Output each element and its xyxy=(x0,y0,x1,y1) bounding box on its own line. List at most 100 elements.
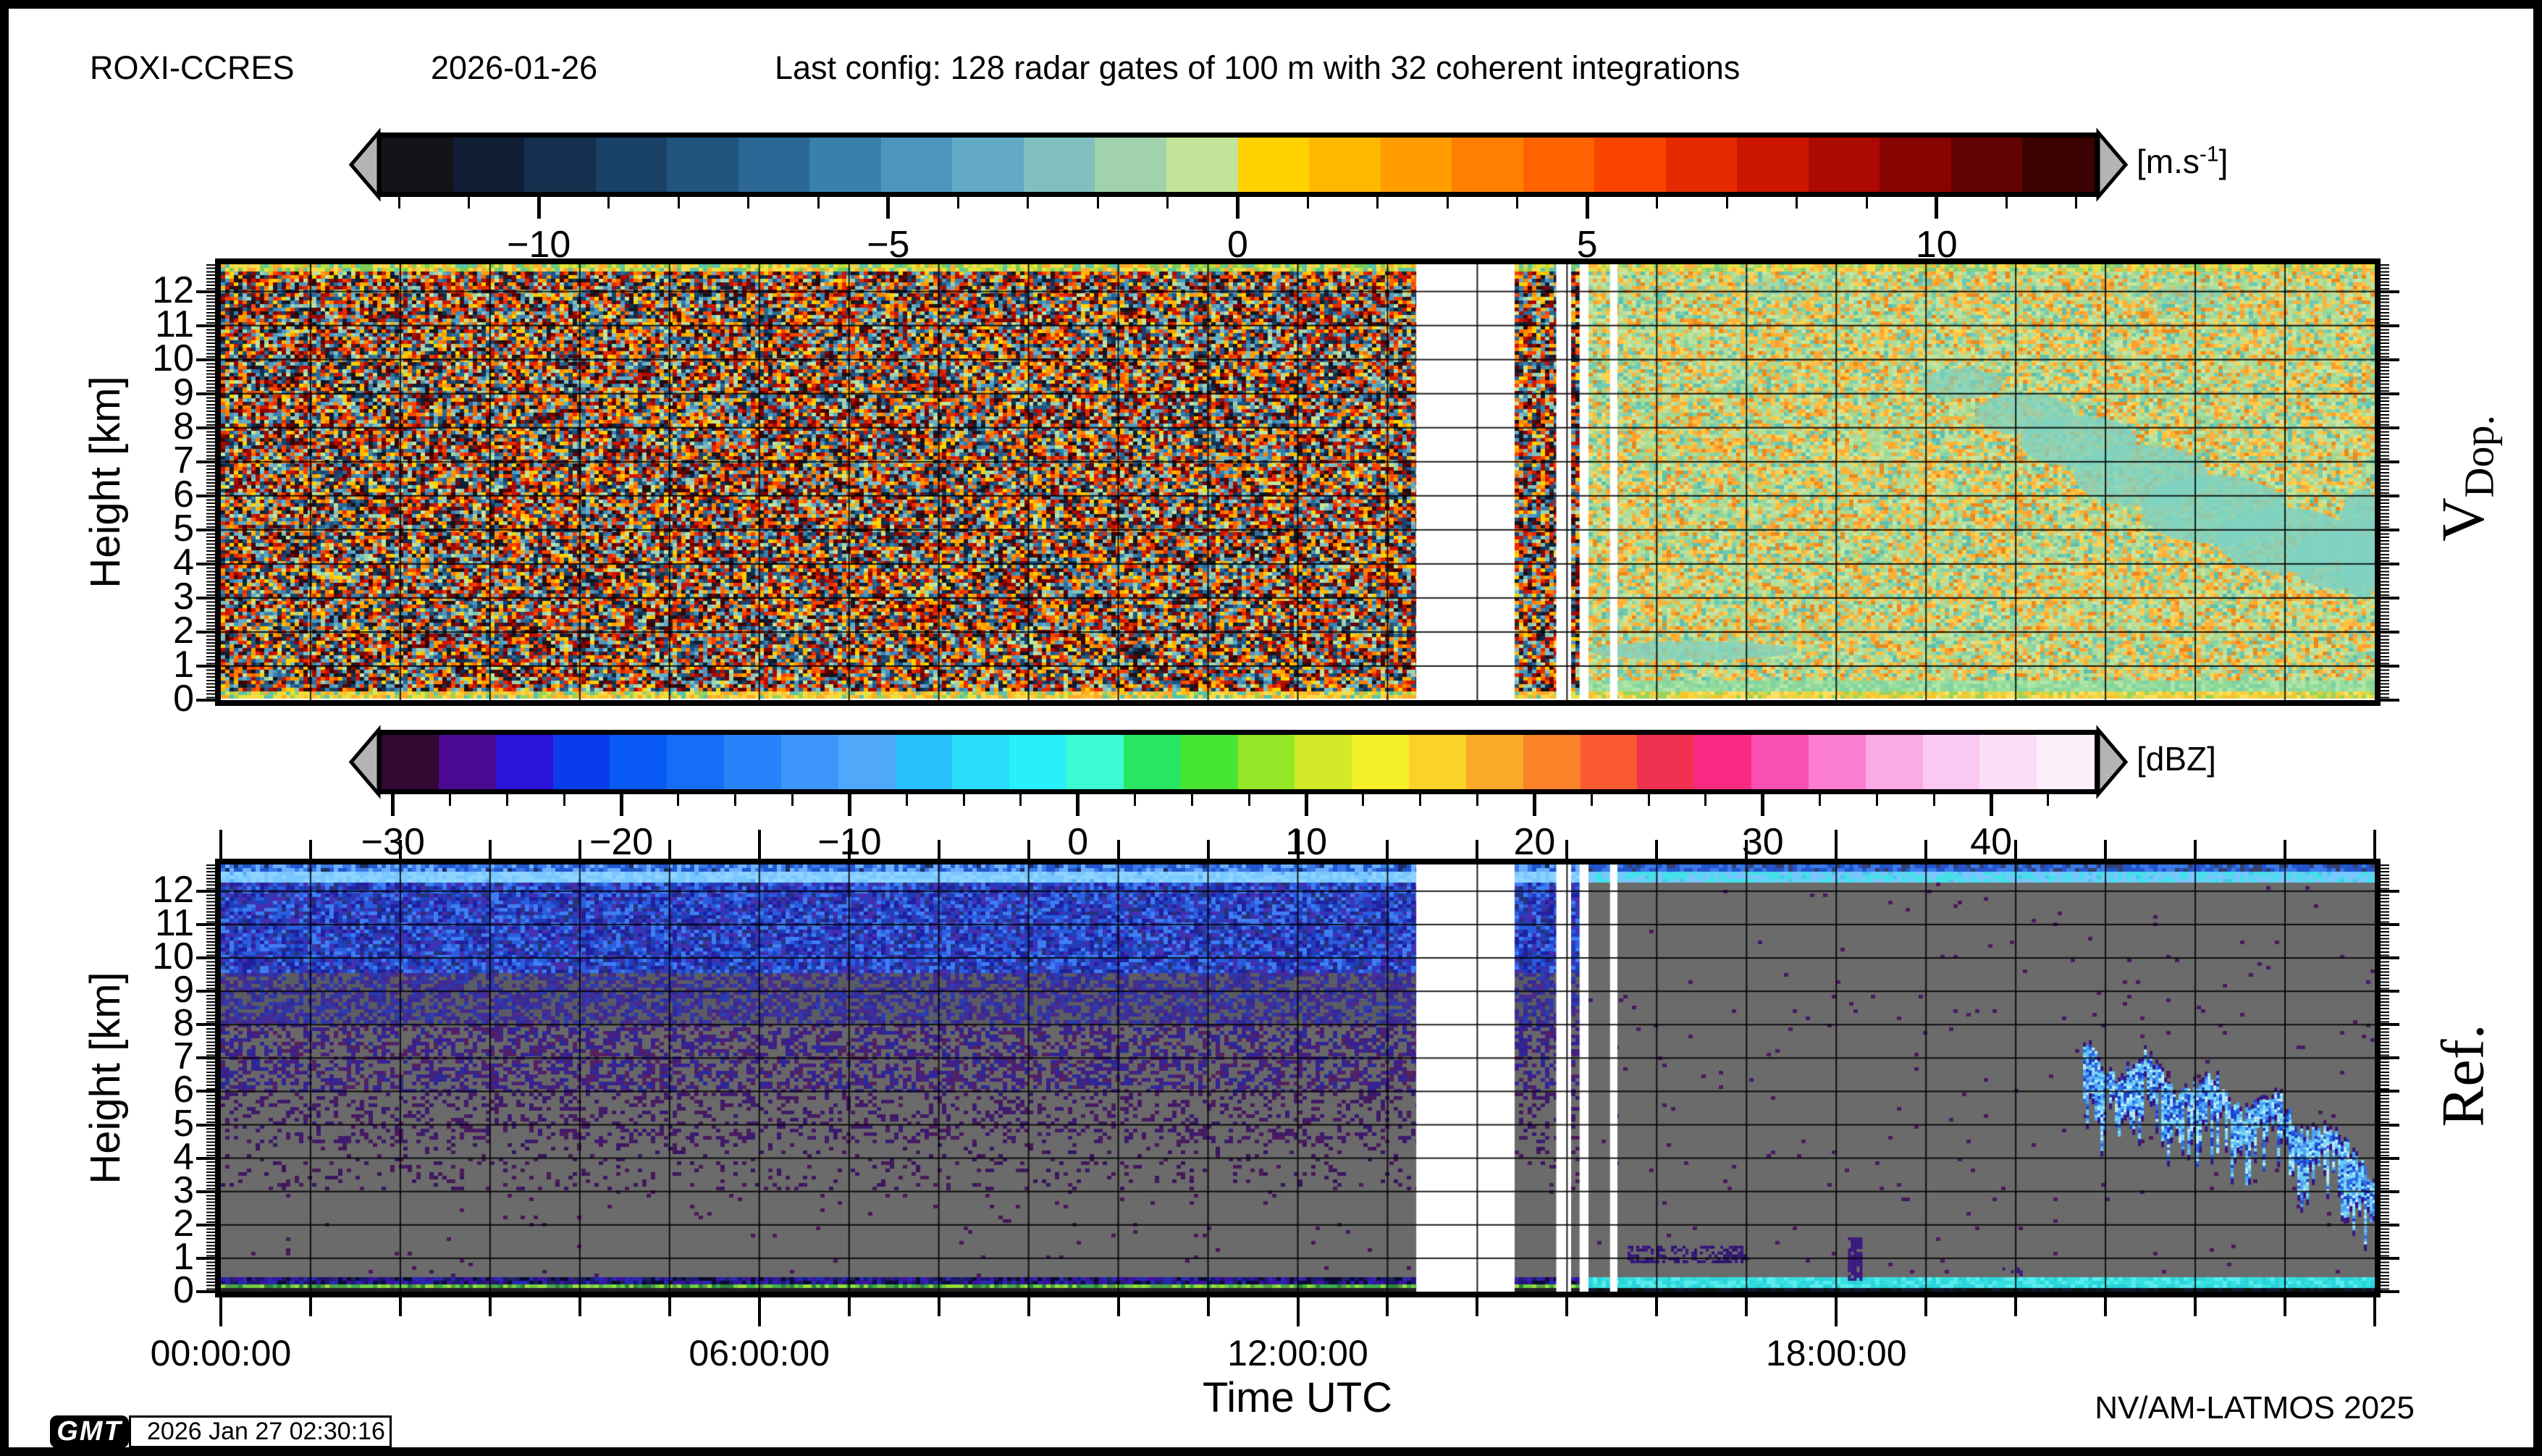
colorbar-segment xyxy=(382,735,439,789)
colorbar-segment xyxy=(1665,138,1738,192)
colorbar-segment xyxy=(1237,735,1296,789)
colorbar-major-tick xyxy=(619,794,623,816)
y-major-tick xyxy=(2381,630,2399,634)
x-tick-south xyxy=(398,1297,402,1316)
y-major-tick xyxy=(2381,1256,2399,1260)
x-tick-south xyxy=(1476,1297,1479,1316)
x-tick-north xyxy=(219,830,222,859)
x-tick-north xyxy=(2194,840,2197,859)
y-tick-label: 9 xyxy=(173,371,194,413)
colorbar-minor-tick xyxy=(1656,197,1659,209)
colorbar-minor-tick xyxy=(1166,197,1169,209)
colorbar-minor-tick xyxy=(468,197,471,209)
x-tick-north xyxy=(668,840,671,859)
render-timestamp: 2026 Jan 27 02:30:16 xyxy=(147,1418,385,1445)
colorbar-segment xyxy=(610,735,668,789)
x-tick-north xyxy=(937,840,940,859)
colorbar-minor-tick xyxy=(1704,794,1707,806)
colorbar-minor-tick xyxy=(1096,197,1099,209)
colorbar-segment xyxy=(1309,138,1381,192)
y-major-tick xyxy=(196,956,215,960)
y-major-tick xyxy=(196,1190,215,1193)
colorbar-segment xyxy=(895,735,954,789)
y-major-tick xyxy=(196,528,215,531)
y-tick-label: 4 xyxy=(173,541,194,584)
gmt-logo: GMT xyxy=(50,1415,129,1447)
y-major-tick xyxy=(2381,699,2399,702)
x-tick-label: 06:00:00 xyxy=(689,1333,830,1373)
colorbar-minor-tick xyxy=(1819,794,1822,806)
x-tick-south xyxy=(757,1297,761,1326)
colorbar-segment xyxy=(382,138,454,192)
colorbar-minor-tick xyxy=(747,197,750,209)
colorbar-segment xyxy=(1580,735,1638,789)
colorbar-segment xyxy=(1694,735,1752,789)
y-major-tick xyxy=(196,392,215,395)
colorbar-major-tick xyxy=(536,197,541,219)
x-tick-north xyxy=(398,840,402,859)
x-tick-north xyxy=(2373,830,2376,859)
date-label: 2026-01-26 xyxy=(431,49,598,86)
y-major-tick xyxy=(196,460,215,463)
colorbar-segment xyxy=(1637,735,1696,789)
colorbar-segment xyxy=(1166,138,1239,192)
x-tick-label: 00:00:00 xyxy=(150,1333,292,1373)
colorbar-unit: [m.s-1] xyxy=(2137,142,2229,180)
colorbar-segment xyxy=(1023,138,1096,192)
colorbar-minor-tick xyxy=(1647,794,1650,806)
colorbar-minor-tick xyxy=(1725,197,1728,209)
station-name: ROXI-CCRES xyxy=(90,49,295,86)
colorbar-minor-tick xyxy=(505,794,508,806)
y-major-tick xyxy=(196,922,215,926)
y-major-tick xyxy=(196,562,215,565)
colorbar-tick-label: −30 xyxy=(361,821,425,863)
x-tick-south xyxy=(937,1297,940,1316)
y-major-tick xyxy=(2381,460,2399,463)
colorbar-minor-tick xyxy=(397,197,400,209)
colorbar-segment xyxy=(1380,138,1453,192)
y-major-tick xyxy=(196,699,215,702)
config-label: Last config: 128 radar gates of 100 m wi… xyxy=(775,49,1741,86)
colorbar-doppler-velocity xyxy=(376,132,2099,197)
y-major-tick xyxy=(2381,889,2399,893)
panel-side-label-vdop: VDop. xyxy=(2428,334,2503,623)
colorbar-minor-tick xyxy=(1247,794,1250,806)
x-tick-south xyxy=(2373,1297,2376,1326)
colorbar-segment xyxy=(1295,735,1353,789)
x-tick-north xyxy=(2284,840,2287,859)
colorbar-minor-tick xyxy=(1362,794,1365,806)
colorbar-segment xyxy=(1465,735,1524,789)
x-tick-north xyxy=(1745,840,1748,859)
colorbar-segment xyxy=(524,138,597,192)
colorbar-major-tick xyxy=(1935,197,1939,219)
y-major-tick xyxy=(2381,956,2399,960)
colorbar-minor-tick xyxy=(2005,197,2008,209)
y-tick-label: 1 xyxy=(173,643,194,686)
heatmap-canvas-reflectivity xyxy=(221,864,2375,1292)
x-tick-south xyxy=(1386,1297,1389,1316)
vdop-main-label: V xyxy=(2429,497,2497,542)
credit-label: NV/AM-LATMOS 2025 xyxy=(2095,1390,2415,1426)
y-major-tick xyxy=(196,1023,215,1027)
y-major-tick xyxy=(2381,1123,2399,1127)
colorbar-segment xyxy=(1237,138,1310,192)
heatmap-panel-reflectivity xyxy=(215,859,2381,1297)
colorbar-segment xyxy=(1751,735,1809,789)
colorbar-minor-tick xyxy=(956,197,959,209)
colorbar-segment xyxy=(1808,735,1866,789)
y-major-tick xyxy=(196,1056,215,1060)
y-minor-ruler xyxy=(206,264,215,700)
y-major-tick xyxy=(196,664,215,668)
y-axis-title-bottom: Height [km] xyxy=(82,972,129,1184)
y-major-tick xyxy=(196,1156,215,1160)
x-tick-south xyxy=(2014,1297,2018,1316)
y-tick-label: 2 xyxy=(173,609,194,652)
y-tick-label: 12 xyxy=(152,269,194,311)
y-major-tick xyxy=(2381,1290,2399,1293)
x-tick-north xyxy=(308,840,312,859)
x-tick-north xyxy=(1386,840,1389,859)
y-tick-label: 8 xyxy=(173,1002,194,1045)
x-tick-north xyxy=(1476,840,1479,859)
colorbar-minor-tick xyxy=(1019,794,1022,806)
colorbar-segment xyxy=(952,735,1011,789)
